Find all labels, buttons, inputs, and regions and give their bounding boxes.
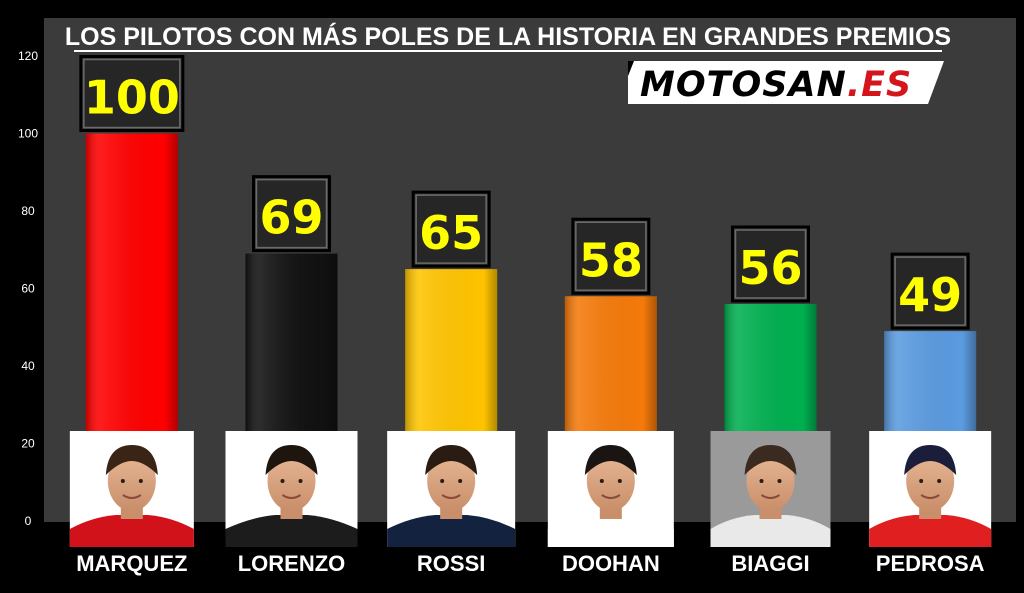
- category-label: DOOHAN: [562, 551, 660, 576]
- value-label: 56: [738, 241, 802, 295]
- y-tick-label: 120: [18, 49, 38, 63]
- title-underline: [74, 50, 942, 52]
- category-label: ROSSI: [417, 551, 485, 576]
- rider-photo-pedrosa: [869, 431, 992, 547]
- value-box: [415, 194, 487, 264]
- value-label: 58: [579, 233, 643, 287]
- y-tick-label: 60: [21, 282, 35, 296]
- y-tick-label: 20: [21, 437, 35, 451]
- value-box: [575, 221, 647, 291]
- logo-accent-text: .ES: [847, 65, 912, 105]
- chart-title: LOS PILOTOS CON MÁS POLES DE LA HISTORIA…: [65, 22, 951, 51]
- rider-photo-doohan: [547, 431, 674, 547]
- rider-photo-rossi: [387, 431, 516, 547]
- value-box: [734, 229, 807, 299]
- value-labels: 100 69 65 58 56 49: [79, 55, 970, 330]
- y-tick-label: 0: [25, 514, 32, 528]
- rider-photos: [69, 431, 992, 547]
- value-box-outline: [731, 225, 810, 303]
- value-label: 69: [259, 191, 323, 245]
- brand-logo: MOTOSAN.ES: [628, 61, 944, 105]
- value-label: 49: [898, 268, 962, 322]
- category-label: LORENZO: [238, 551, 346, 576]
- y-axis: 0 20 40 60 80 100 120: [18, 49, 38, 528]
- rider-photo-marquez: [69, 431, 194, 547]
- category-label: MARQUEZ: [76, 551, 187, 576]
- value-box-outline: [890, 252, 970, 330]
- rider-photo-biaggi: [710, 431, 831, 547]
- svg-text:MOTOSAN.ES: MOTOSAN.ES: [640, 65, 912, 105]
- value-box-outline: [571, 217, 651, 295]
- value-box: [894, 256, 966, 326]
- value-box-outline: [252, 175, 331, 253]
- y-tick-label: 100: [18, 127, 38, 141]
- y-tick-label: 40: [21, 359, 35, 373]
- value-box: [255, 178, 328, 249]
- value-label: 65: [419, 206, 483, 260]
- value-box-outline: [411, 190, 491, 268]
- category-label: PEDROSA: [876, 551, 985, 576]
- value-box-outline: [79, 55, 185, 132]
- logo-text: MOTOSAN: [640, 65, 847, 105]
- value-label: 100: [84, 71, 180, 125]
- category-label: BIAGGI: [731, 551, 809, 576]
- y-tick-label: 80: [21, 204, 35, 218]
- value-box: [83, 58, 181, 129]
- rider-photo-lorenzo: [225, 431, 358, 547]
- category-labels: MARQUEZ LORENZO ROSSI DOOHAN BIAGGI PEDROSA: [76, 551, 984, 576]
